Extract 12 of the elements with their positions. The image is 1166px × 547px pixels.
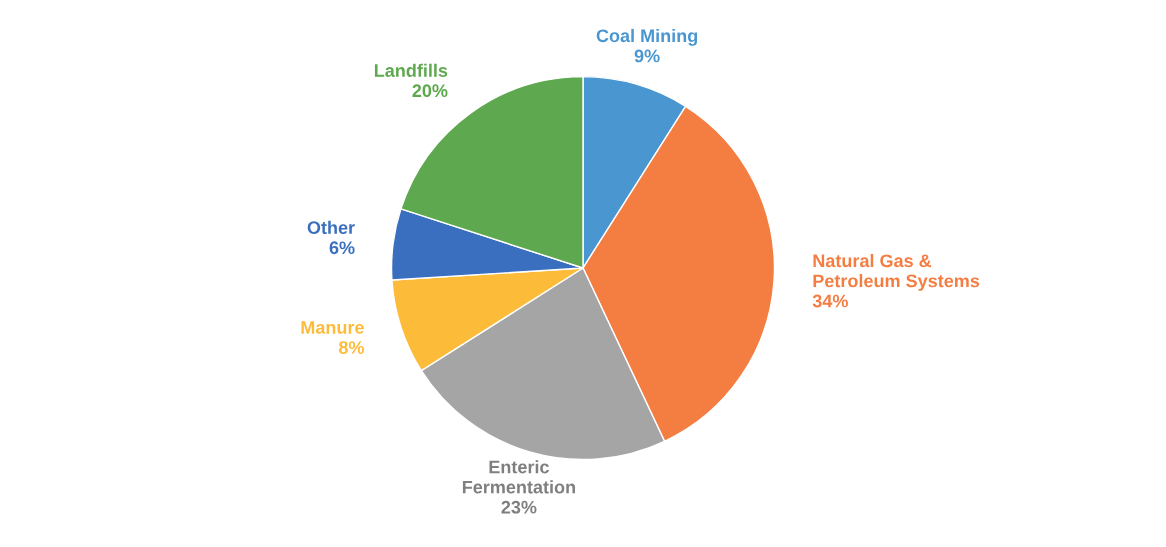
slice-label: Natural Gas & Petroleum Systems [813, 253, 980, 291]
data-label: 34% [812, 294, 848, 308]
data-label: 9% [634, 49, 660, 63]
data-label: 8% [338, 341, 365, 354]
data-label: 6% [329, 241, 355, 255]
slice-label: Coal Mining [596, 28, 698, 46]
slice-label: Enteric Fermentation [462, 460, 575, 494]
data-label: 20% [412, 84, 448, 98]
slice-label: Manure [301, 321, 364, 334]
slice-label: Other [307, 220, 355, 235]
data-label: 23% [501, 500, 537, 514]
slice-label: Landfills [374, 63, 448, 77]
